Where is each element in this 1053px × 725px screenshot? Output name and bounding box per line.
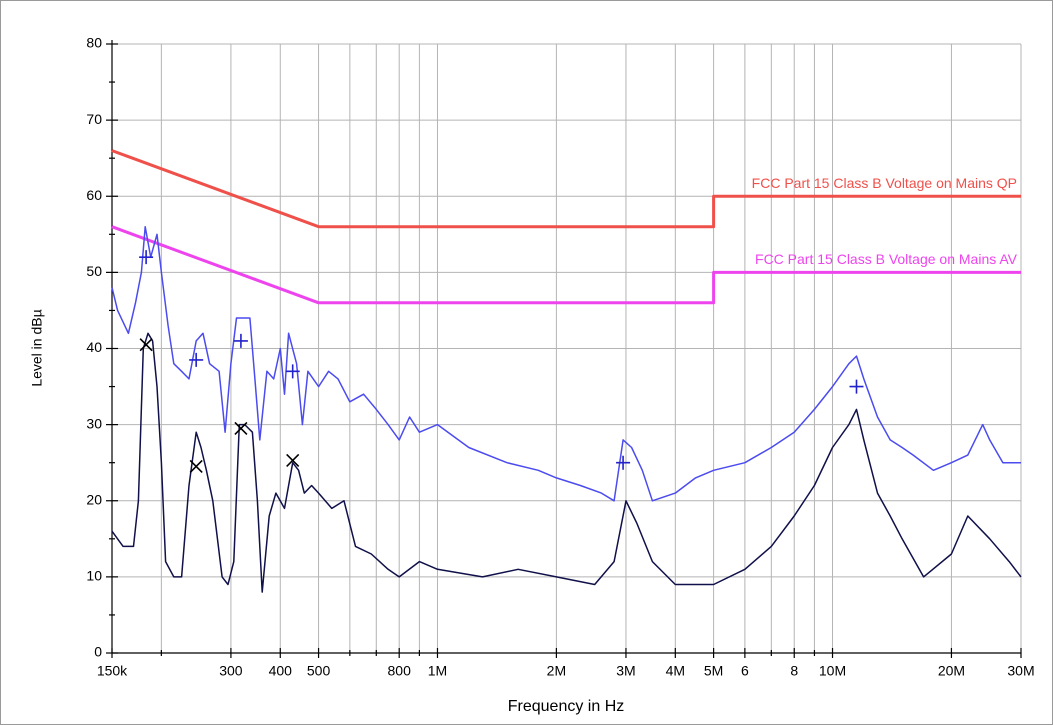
marker bbox=[286, 453, 300, 467]
marker bbox=[616, 455, 631, 470]
y-tick-label: 70 bbox=[86, 111, 102, 127]
limit-line bbox=[111, 225, 1021, 305]
limit-label: FCC Part 15 Class B Voltage on Mains AV bbox=[755, 251, 1018, 267]
y-tick-label: 0 bbox=[94, 644, 102, 660]
x-tick-label: 10M bbox=[819, 663, 846, 679]
x-tick-label: 20M bbox=[938, 663, 965, 679]
x-tick-label: 5M bbox=[704, 663, 723, 679]
y-tick-label: 20 bbox=[86, 491, 102, 507]
marker bbox=[849, 379, 864, 394]
x-tick-label: 400 bbox=[269, 663, 293, 679]
x-tick-label: 2M bbox=[547, 663, 566, 679]
y-tick-label: 30 bbox=[86, 415, 102, 431]
x-tick-label: 8 bbox=[790, 663, 798, 679]
y-axis-label: Level in dBµ bbox=[29, 309, 45, 386]
y-tick-label: 50 bbox=[86, 263, 102, 279]
x-tick-label: 150k bbox=[97, 663, 128, 679]
marker bbox=[234, 421, 248, 435]
marker bbox=[189, 352, 204, 367]
x-tick-label: 3M bbox=[616, 663, 635, 679]
x-tick-label: 1M bbox=[428, 663, 447, 679]
limit-line bbox=[111, 149, 1021, 229]
y-tick-label: 40 bbox=[86, 339, 102, 355]
marker bbox=[139, 250, 154, 265]
y-tick-label: 60 bbox=[86, 187, 102, 203]
x-tick-label: 500 bbox=[307, 663, 331, 679]
marker bbox=[285, 364, 300, 379]
y-tick-label: 10 bbox=[86, 568, 102, 584]
limit-label: FCC Part 15 Class B Voltage on Mains QP bbox=[752, 175, 1017, 191]
x-tick-label: 30M bbox=[1007, 663, 1034, 679]
trace-line bbox=[111, 332, 1022, 593]
marker bbox=[233, 333, 248, 348]
x-axis-label: Frequency in Hz bbox=[508, 698, 625, 715]
x-tick-label: 6 bbox=[741, 663, 749, 679]
marker bbox=[189, 459, 203, 474]
x-tick-label: 300 bbox=[219, 663, 243, 679]
y-tick-label: 80 bbox=[86, 35, 102, 51]
x-tick-label: 4M bbox=[666, 663, 685, 679]
marker bbox=[139, 338, 153, 352]
x-tick-label: 800 bbox=[388, 663, 412, 679]
